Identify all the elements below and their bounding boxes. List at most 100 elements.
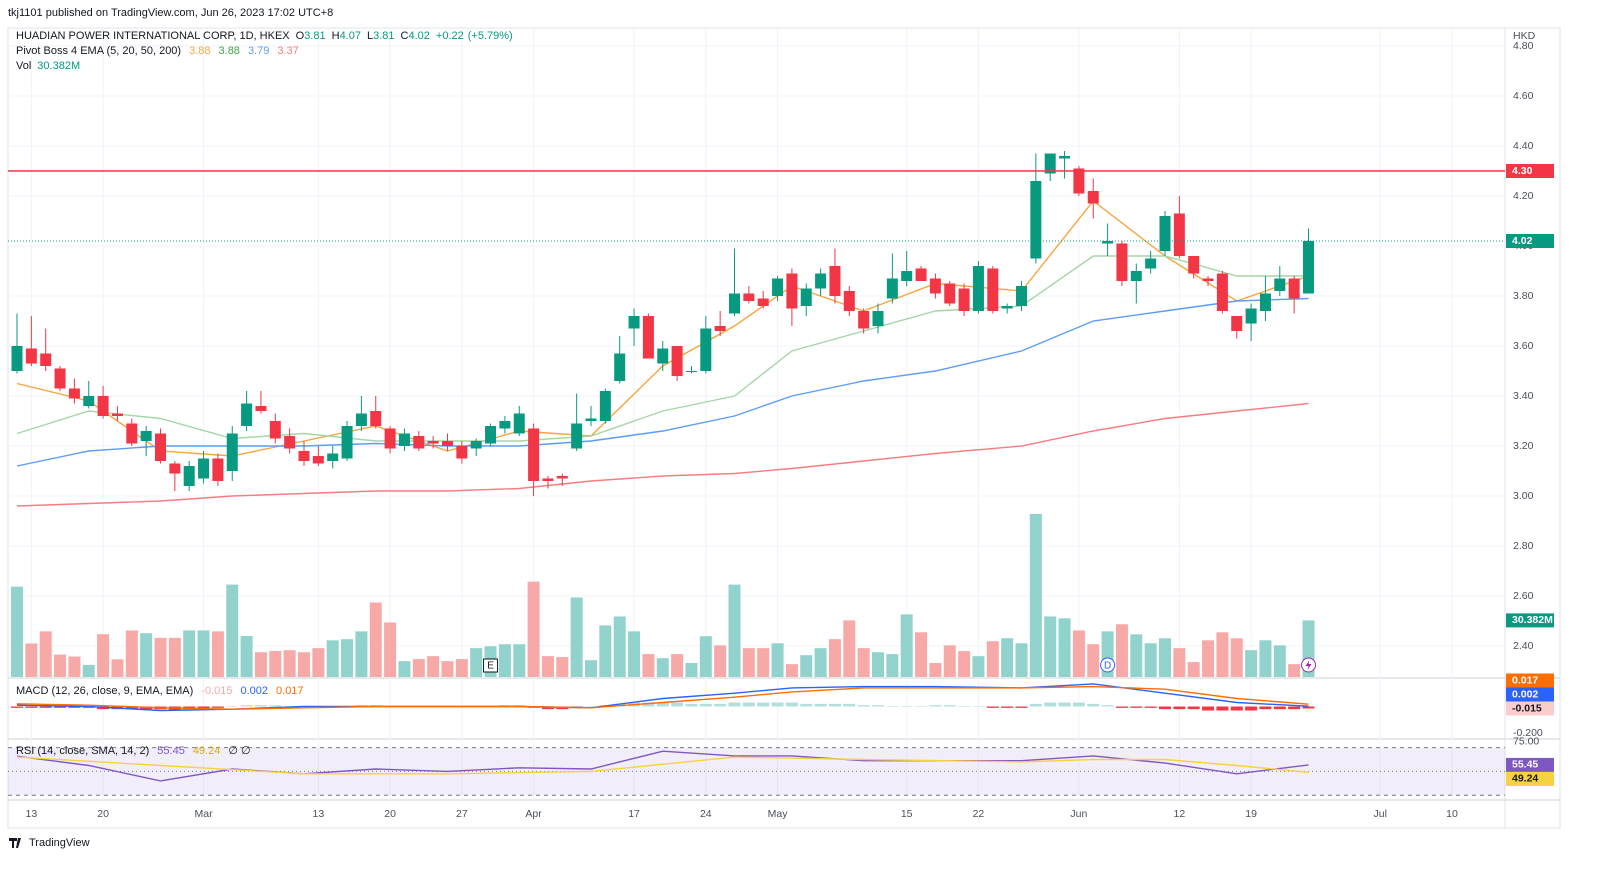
- candle-body: [169, 463, 181, 474]
- volume-bar: [1202, 640, 1215, 677]
- legend-item: L: [367, 30, 373, 42]
- legend-item: 4.07: [340, 30, 361, 42]
- x-tick-label: Apr: [525, 808, 542, 820]
- x-tick-label: 13: [26, 808, 38, 820]
- macd-histogram: [958, 706, 971, 708]
- volume-bar: [1130, 634, 1143, 677]
- x-tick-label: 15: [901, 808, 913, 820]
- macd-histogram: [541, 706, 554, 710]
- volume-bar: [828, 639, 841, 677]
- volume-bar: [599, 625, 612, 677]
- volume-bar: [800, 655, 813, 677]
- candle-body: [757, 298, 769, 306]
- macd-histogram: [11, 706, 23, 708]
- footer-logo: [9, 838, 21, 848]
- volume-bar: [628, 631, 641, 677]
- candle-body: [198, 458, 210, 479]
- y-tick-label: 3.40: [1513, 390, 1534, 402]
- candle-body: [499, 421, 511, 429]
- volume-bar: [1159, 638, 1171, 677]
- volume-bar: [97, 634, 110, 677]
- volume-bar: [398, 661, 411, 677]
- y-tick-label: 2.80: [1513, 540, 1534, 552]
- candle-body: [513, 413, 525, 434]
- volume-bar: [455, 659, 468, 677]
- macd-histogram: [1015, 706, 1028, 708]
- volume-bar: [498, 644, 511, 677]
- macd-histogram: [1058, 702, 1071, 707]
- volume-bar: [1044, 616, 1057, 677]
- candle-body: [1245, 308, 1257, 324]
- candle-body: [958, 288, 970, 311]
- candle-body: [786, 273, 798, 309]
- candle-body: [671, 346, 683, 376]
- event-label: E: [487, 661, 494, 672]
- macd-histogram: [1216, 706, 1229, 711]
- x-tick-label: 22: [973, 808, 985, 820]
- volume-bar: [872, 652, 884, 677]
- macd-histogram: [1273, 706, 1286, 710]
- macd-histogram: [671, 702, 684, 707]
- y-tick-label: 2.60: [1513, 590, 1534, 602]
- volume-bar: [1288, 664, 1301, 677]
- macd-line: [16, 685, 1309, 710]
- candle-body: [68, 388, 80, 399]
- volume-bar: [226, 584, 239, 677]
- volume-bar: [1187, 662, 1200, 677]
- macd-histogram: [943, 705, 956, 707]
- candle-body: [1159, 216, 1171, 251]
- macd-tick-label: -0.200: [1513, 727, 1543, 739]
- candle-body: [815, 273, 827, 289]
- volume-bar: [541, 656, 554, 677]
- macd-histogram: [828, 703, 841, 707]
- x-tick-label: 20: [97, 808, 109, 820]
- macd-histogram: [771, 702, 784, 707]
- candle-body: [987, 268, 999, 311]
- hline-price-label: 4.30: [1512, 165, 1533, 177]
- macd-histogram: [585, 706, 597, 708]
- alert-icon: [1305, 660, 1312, 670]
- y-tick-label: 4.40: [1513, 140, 1534, 152]
- legend-item: MACD (12, 26, close, 9, EMA, EMA): [16, 685, 193, 697]
- volume-bar: [140, 633, 153, 677]
- volume-bar: [211, 631, 224, 677]
- legend-item: RSI (14, close, SMA, 14, 2): [16, 745, 149, 757]
- y-tick-label: 4.60: [1513, 90, 1534, 102]
- macd-histogram: [1302, 706, 1315, 709]
- candle-body: [1145, 258, 1157, 269]
- x-tick-label: May: [768, 808, 789, 820]
- volume-bar: [1173, 648, 1186, 677]
- macd-histogram: [1130, 706, 1143, 708]
- y-tick-label: 3.20: [1513, 440, 1534, 452]
- volume-bar: [39, 631, 52, 677]
- legend-item: 3.88: [189, 45, 210, 57]
- macd-histogram: [972, 706, 985, 708]
- volume-bar: [570, 597, 583, 677]
- volume-bar: [197, 630, 210, 677]
- volume-bar: [11, 586, 23, 677]
- volume-bar: [900, 614, 913, 677]
- x-tick-label: 10: [1446, 808, 1458, 820]
- volume-bar: [125, 630, 138, 677]
- candle-body: [714, 326, 726, 331]
- volume-bar: [254, 652, 267, 677]
- candle-body: [241, 403, 253, 426]
- macd-histogram: [197, 706, 210, 710]
- macd-histogram: [211, 706, 224, 708]
- candle-body: [355, 413, 367, 426]
- candle-body: [1059, 156, 1071, 159]
- candle-body: [858, 311, 870, 329]
- candle-body: [485, 426, 497, 444]
- candle-body: [657, 348, 669, 364]
- volume-bar: [1029, 514, 1042, 677]
- candle-body: [312, 456, 324, 464]
- candle-body: [155, 433, 166, 461]
- macd-histogram: [1187, 706, 1200, 710]
- legend-item: +0.22: [436, 30, 464, 42]
- macd-histogram: [68, 706, 81, 708]
- legend-item: 0.017: [276, 685, 304, 697]
- volume-bar: [1216, 632, 1229, 677]
- volume-bar: [283, 650, 296, 677]
- macd-value-label-bg: [1506, 687, 1554, 702]
